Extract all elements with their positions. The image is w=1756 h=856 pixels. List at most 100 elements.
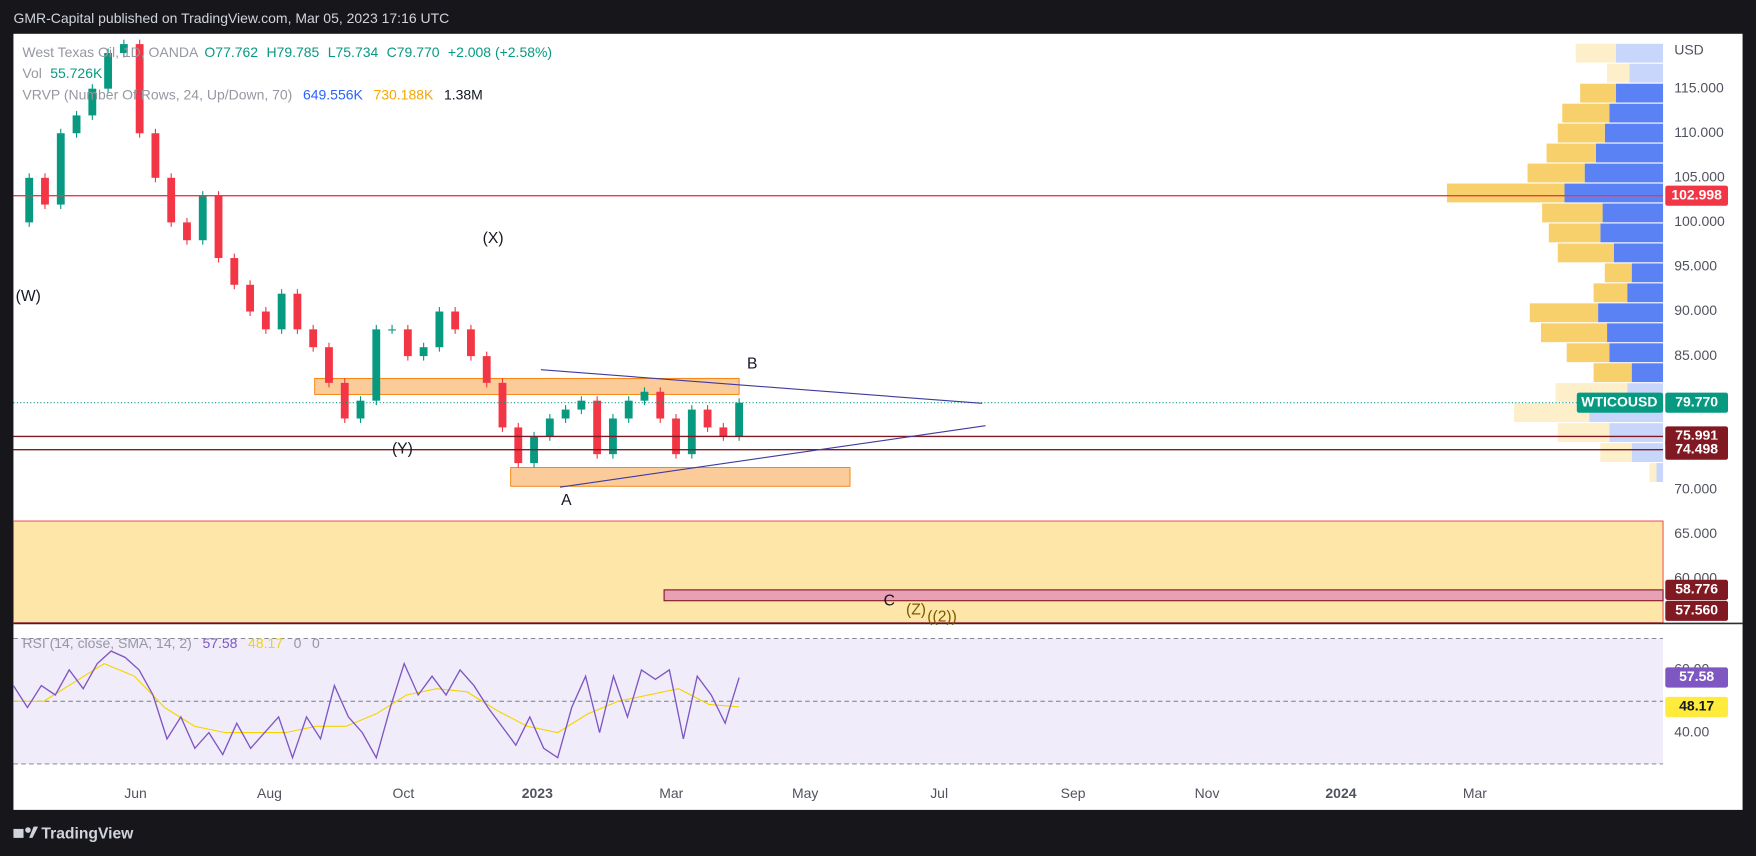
trend-line (559, 425, 986, 488)
symbol-tag (1576, 392, 1664, 413)
candle (403, 329, 412, 357)
legend-vrvp: VRVP (Number Of Rows, 24, Up/Down, 70) 6… (22, 86, 482, 102)
y-tick-label: 100.000 (1674, 213, 1725, 229)
symbol: West Texas Oil, 1D, OANDA (22, 44, 199, 60)
vrvp-label: VRVP (Number Of Rows, 24, Up/Down, 70) (22, 86, 292, 102)
vrvp-up (1656, 463, 1664, 482)
wave-label: (X) (483, 230, 504, 247)
candle (340, 382, 349, 419)
rsi-extra: 0 (312, 635, 320, 651)
trend-line (540, 369, 983, 404)
vrvp-up (1609, 423, 1664, 443)
pink-tag (1665, 579, 1729, 600)
o-value: 77.762 (215, 44, 258, 60)
x-tick-label: May (792, 785, 818, 801)
vrvp-down (1527, 163, 1585, 183)
price-tag-label: 79.770 (1675, 393, 1718, 409)
wave-label: (W) (16, 288, 41, 305)
candle (735, 402, 744, 437)
candle (25, 177, 34, 223)
candle (467, 329, 475, 357)
pink-tag-label: 58.776 (1675, 581, 1718, 597)
wave-label: (Y) (392, 440, 413, 457)
rsi-extra: 0 (294, 635, 302, 651)
vrvp-down (1557, 123, 1605, 143)
price-zone (510, 467, 851, 487)
pink-zone (663, 589, 1664, 602)
vrvp-down (1607, 63, 1630, 83)
legend-rsi: RSI (14, close, SMA, 14, 2) 57.58 48.17 … (22, 635, 320, 651)
rsi-signal-line (13, 662, 740, 734)
candle (372, 329, 381, 401)
x-tick-label: 2023 (522, 785, 553, 801)
candle (656, 391, 665, 419)
candle (435, 311, 444, 348)
candle (230, 258, 239, 285)
vrvp-up (1564, 183, 1664, 203)
wave-label: C (884, 593, 895, 610)
wave-label: (Z) (906, 602, 926, 619)
vrvp-up (1629, 63, 1664, 83)
vrvp-up: 649.556K (303, 86, 364, 102)
vrvp-up (1613, 243, 1664, 263)
candle (419, 347, 428, 357)
candle (703, 409, 712, 428)
currency: USD (1674, 41, 1704, 57)
candle (167, 177, 176, 223)
wave-label: ((2)) (927, 608, 957, 625)
vrvp-down (1548, 223, 1601, 243)
level-tag-label: 75.991 (1675, 427, 1718, 443)
price-zone (314, 377, 740, 395)
price-tag (1665, 392, 1729, 413)
vrvp-up (1627, 283, 1664, 303)
vrvp-up (1595, 143, 1664, 163)
candle (151, 133, 160, 178)
y-tick-label: 110.000 (1674, 124, 1724, 140)
legend-vol: Vol 55.726K (22, 65, 103, 81)
candle (325, 347, 333, 383)
vrvp-down (1542, 203, 1603, 223)
vrvp-down (1593, 283, 1628, 303)
vrvp-down (1546, 143, 1596, 163)
level-tag-label: 74.498 (1675, 440, 1718, 456)
rsi-line (12, 650, 740, 760)
vrvp-down (1575, 43, 1617, 63)
candle (687, 409, 696, 455)
c-value: 79.770 (397, 44, 440, 60)
candle (451, 311, 460, 330)
vol-value: 55.726K (50, 65, 103, 81)
x-tick-label: Oct (393, 785, 415, 801)
vrvp-down (1446, 183, 1565, 203)
y-tick-label: 105.000 (1674, 169, 1725, 185)
vrvp-total: 1.38M (444, 86, 483, 102)
level-tag (1665, 185, 1729, 206)
candle (388, 329, 396, 331)
level-tag-label: 102.998 (1671, 186, 1722, 202)
vrvp-down: 730.188K (373, 86, 434, 102)
vrvp-down (1593, 363, 1632, 383)
wave-label: B (747, 355, 757, 372)
vrvp-up (1609, 103, 1664, 123)
volume-zone (12, 520, 1664, 624)
candle (482, 356, 491, 383)
candle (104, 53, 113, 89)
brand: TradingView (41, 826, 134, 843)
vrvp-up (1631, 263, 1664, 283)
candle (624, 400, 633, 419)
rsi-tick-label: 40.00 (1674, 723, 1709, 739)
vol-label: Vol (22, 65, 41, 81)
candle (640, 391, 649, 401)
y-tick-label: 95.000 (1674, 258, 1717, 274)
candle (198, 195, 207, 241)
candle (214, 195, 223, 259)
x-tick-label: Mar (659, 785, 683, 801)
rsi-signal: 48.17 (248, 635, 283, 651)
candle (277, 293, 286, 330)
h-value: 79.785 (277, 44, 320, 60)
vrvp-up (1609, 343, 1664, 363)
vrvp-down (1529, 303, 1599, 323)
vrvp-up (1607, 323, 1664, 343)
vrvp-down (1562, 103, 1610, 123)
wave-label: A (561, 492, 572, 509)
l-value: 75.734 (336, 44, 379, 60)
